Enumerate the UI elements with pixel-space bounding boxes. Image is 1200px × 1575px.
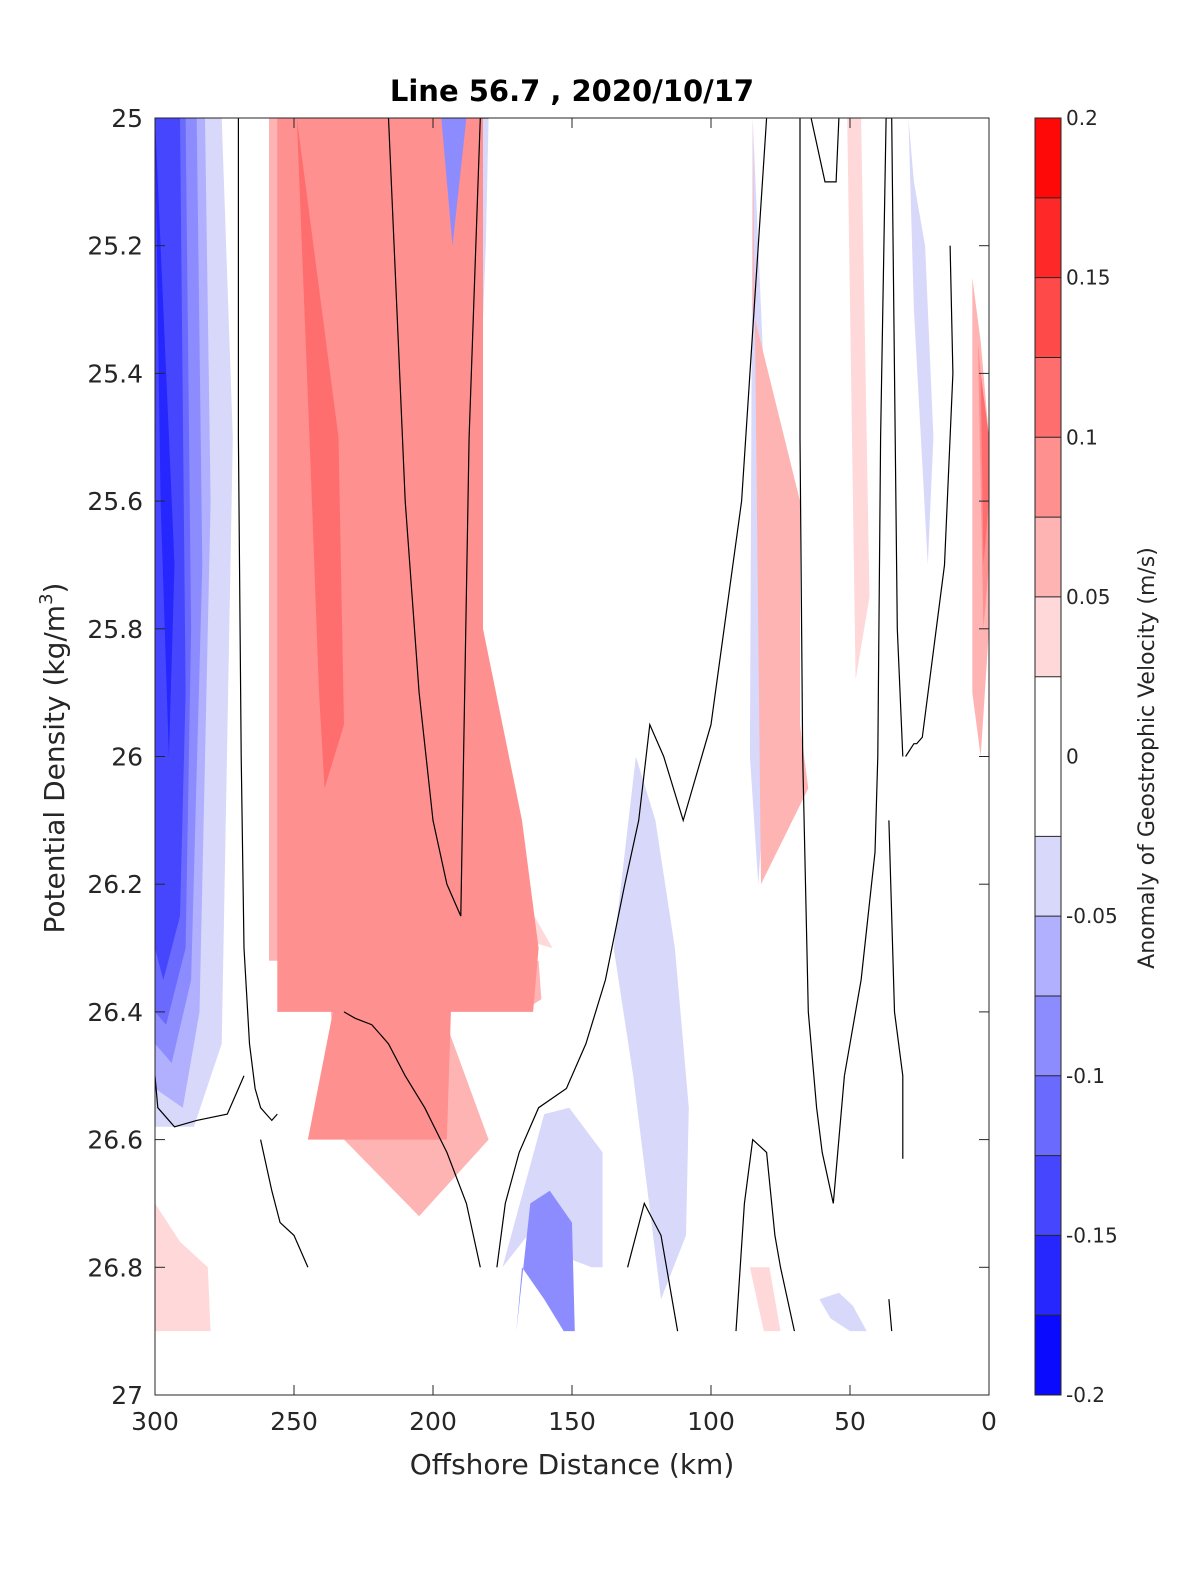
negative-anomaly-region-0 xyxy=(155,118,175,757)
zero-contour-13 xyxy=(905,245,954,757)
y-axis-label: Potential Density (kg/m3) xyxy=(36,583,71,934)
zero-contour-7 xyxy=(735,1138,795,1332)
positive-anomaly-region-10 xyxy=(980,373,989,565)
y-tick-label-1: 25.2 xyxy=(87,232,143,261)
colorbar-tick-label-7: 0.15 xyxy=(1066,266,1111,290)
colorbar-band-10 xyxy=(1035,437,1061,518)
colorbar-tick-label-1: -0.15 xyxy=(1066,1223,1118,1247)
y-axis-label-superscript: 3 xyxy=(36,593,57,604)
colorbar-tick-label-8: 0.2 xyxy=(1066,106,1098,130)
positive-anomaly-region-13 xyxy=(847,118,870,680)
contour-fills xyxy=(155,118,989,1332)
colorbar-label: Anomaly of Geostrophic Velocity (m/s) xyxy=(1135,547,1160,969)
zero-contour-2 xyxy=(260,1139,309,1268)
colorbar-tick-label-5: 0.05 xyxy=(1066,585,1111,609)
y-tick-label-10: 27 xyxy=(111,1381,143,1410)
x-axis: 300 250 200 150 100 50 0 xyxy=(131,118,997,1436)
colorbar-band-7 xyxy=(1035,676,1061,837)
y-tick-label-6: 26.2 xyxy=(87,870,143,899)
colorbar-band-14 xyxy=(1035,118,1061,198)
zero-contour-10 xyxy=(843,118,892,1076)
colorbar-band-5 xyxy=(1035,916,1061,996)
colorbar-tick-label-3: -0.05 xyxy=(1066,904,1118,928)
negative-anomaly-region-15 xyxy=(819,1292,867,1332)
zero-contour-1 xyxy=(155,1075,245,1128)
colorbar-band-8 xyxy=(1035,596,1061,677)
positive-anomaly-region-6 xyxy=(296,118,344,789)
negative-anomaly-region-11 xyxy=(502,1107,603,1268)
y-tick-label-0: 25 xyxy=(111,104,143,133)
y-axis: 25 25.2 25.4 25.6 25.8 26 26.2 26.4 26.6 26.8 27 xyxy=(87,104,989,1410)
x-tick-label-1: 250 xyxy=(270,1407,318,1436)
y-axis-label-close: ) xyxy=(38,583,71,594)
x-tick-label-5: 50 xyxy=(834,1407,866,1436)
x-tick-label-2: 200 xyxy=(409,1407,457,1436)
positive-anomaly-region-11 xyxy=(155,1203,211,1332)
y-tick-label-9: 26.8 xyxy=(87,1253,143,1282)
y-tick-label-3: 25.6 xyxy=(87,487,143,516)
colorbar-band-1 xyxy=(1035,1235,1061,1316)
zero-contour-3 xyxy=(343,1011,481,1268)
zero-contour-8 xyxy=(799,118,845,1204)
zero-contour-lines xyxy=(155,118,954,1332)
positive-anomaly-region-8 xyxy=(972,277,989,757)
colorbar-tick-label-4: 0 xyxy=(1066,745,1079,769)
chart-title: Line 56.7 , 2020/10/17 xyxy=(390,74,754,108)
zero-contour-0 xyxy=(237,118,278,1122)
positive-anomaly-region-2 xyxy=(752,118,809,885)
y-tick-label-2: 25.4 xyxy=(87,359,143,388)
zero-contour-11 xyxy=(891,118,904,757)
x-tick-label-0: 300 xyxy=(131,1407,179,1436)
y-tick-label-4: 25.8 xyxy=(87,615,143,644)
colorbar-tick-label-2: -0.1 xyxy=(1066,1064,1105,1088)
colorbar-tick-label-0: -0.2 xyxy=(1066,1383,1105,1407)
negative-anomaly-region-14 xyxy=(908,118,934,565)
colorbar-band-9 xyxy=(1035,517,1061,597)
colorbar-band-4 xyxy=(1035,995,1061,1076)
zero-contour-6 xyxy=(627,1201,679,1332)
colorbar-band-11 xyxy=(1035,357,1061,438)
x-tick-label-6: 0 xyxy=(981,1407,997,1436)
x-tick-label-3: 150 xyxy=(548,1407,596,1436)
positive-anomaly-region-4 xyxy=(307,884,453,1140)
colorbar-band-6 xyxy=(1035,836,1061,917)
negative-anomaly-region-6 xyxy=(441,118,467,246)
negative-anomaly-region-10 xyxy=(613,756,689,1300)
zero-contour-5 xyxy=(496,118,768,1268)
colorbar-frame xyxy=(1034,117,1062,1396)
zero-contour-12 xyxy=(888,820,904,1159)
positive-anomaly-region-12 xyxy=(749,1267,781,1332)
y-tick-label-7: 26.4 xyxy=(87,998,143,1027)
zero-contour-4 xyxy=(387,118,489,917)
zero-contour-9 xyxy=(810,118,840,183)
y-tick-label-5: 26 xyxy=(111,743,143,772)
colorbar-band-0 xyxy=(1035,1315,1061,1395)
negative-anomaly-region-12 xyxy=(516,1190,575,1332)
colorbar: -0.2 -0.15 -0.1 -0.05 0 0.05 0.1 0.15 0.2 xyxy=(1034,106,1118,1407)
y-axis-label-main: Potential Density (kg/m xyxy=(38,605,71,934)
colorbar-band-3 xyxy=(1035,1075,1061,1156)
zero-contour-14 xyxy=(888,1299,893,1332)
colorbar-band-12 xyxy=(1035,277,1061,358)
colorbar-band-2 xyxy=(1035,1155,1061,1236)
x-tick-label-4: 100 xyxy=(687,1407,735,1436)
colorbar-band-13 xyxy=(1035,197,1061,278)
y-tick-label-8: 26.6 xyxy=(87,1126,143,1155)
x-axis-label: Offshore Distance (km) xyxy=(410,1448,735,1481)
colorbar-tick-label-6: 0.1 xyxy=(1066,425,1098,449)
positive-anomaly-region-5 xyxy=(335,641,453,961)
